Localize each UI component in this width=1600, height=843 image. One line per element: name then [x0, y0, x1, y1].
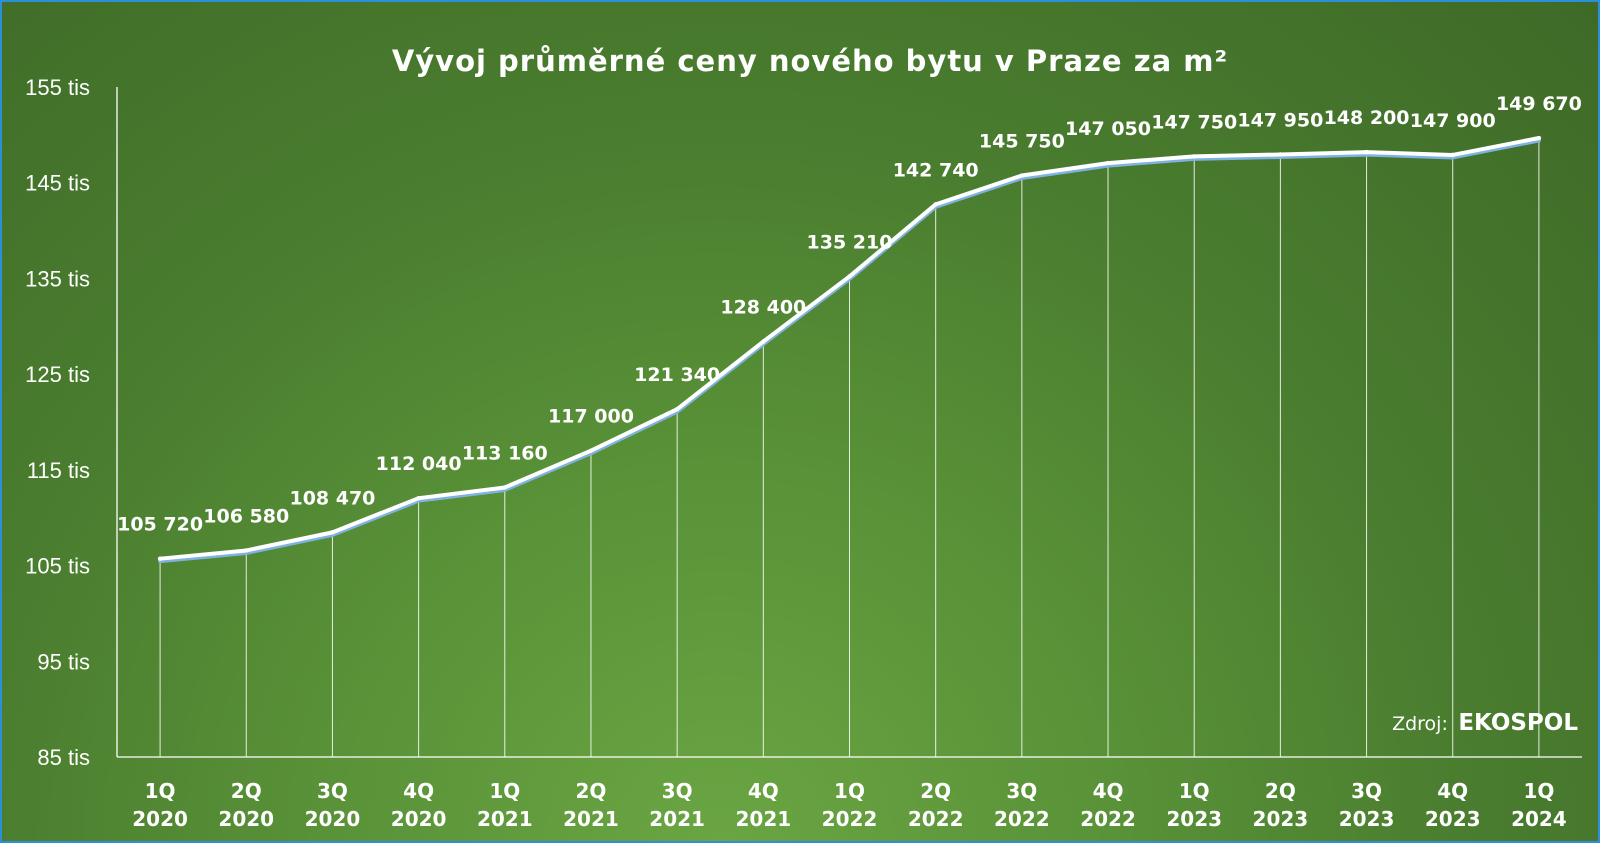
- x-tick-label: 3Q: [317, 779, 348, 803]
- data-point: [588, 448, 594, 453]
- data-point: [416, 495, 421, 501]
- data-point: [933, 202, 938, 207]
- data-label: 148 200: [1324, 107, 1410, 129]
- source-note: Zdroj: EKOSPOL: [1392, 710, 1578, 736]
- x-tick-label-year: 2023: [1339, 807, 1395, 831]
- x-tick-label: 3Q: [662, 779, 693, 803]
- y-tick-label: 105 tis: [25, 554, 90, 579]
- data-point: [1278, 152, 1283, 157]
- data-point: [1019, 173, 1025, 178]
- x-tick-label-year: 2021: [563, 807, 619, 831]
- x-tick-label-year: 2021: [477, 807, 533, 831]
- y-tick-label: 125 tis: [25, 362, 90, 387]
- data-point: [1192, 154, 1197, 159]
- x-tick-label: 3Q: [1006, 779, 1037, 803]
- data-point: [330, 530, 335, 535]
- x-tick-label-year: 2023: [1425, 807, 1481, 831]
- axes: [116, 87, 1582, 758]
- data-point: [674, 406, 680, 412]
- x-tick-label: 3Q: [1351, 779, 1382, 803]
- data-label: 147 900: [1410, 110, 1496, 132]
- data-label: 147 750: [1151, 111, 1237, 133]
- y-tick-label: 95 tis: [37, 649, 90, 674]
- data-label: 108 470: [289, 487, 375, 509]
- x-tick-label-year: 2021: [649, 807, 705, 831]
- y-tick-label: 145 tis: [25, 171, 90, 196]
- data-label: 117 000: [548, 406, 634, 428]
- x-tick-label: 4Q: [1437, 779, 1468, 803]
- source-prefix: Zdroj:: [1392, 713, 1448, 735]
- data-point: [502, 485, 507, 490]
- x-tick-label: 1Q: [1179, 779, 1210, 803]
- x-tick-label: 4Q: [748, 779, 779, 803]
- data-label: 121 340: [634, 364, 720, 386]
- x-tick-label-year: 2024: [1511, 807, 1567, 831]
- source-name: EKOSPOL: [1458, 710, 1578, 736]
- data-label: 135 210: [807, 231, 893, 253]
- y-tick-label: 85 tis: [37, 745, 90, 770]
- x-tick-label-year: 2023: [1253, 807, 1309, 831]
- x-tick-label-year: 2021: [735, 807, 791, 831]
- data-label: 106 580: [203, 505, 289, 527]
- y-tick-label: 135 tis: [25, 266, 90, 291]
- drop-lines: [159, 138, 1540, 757]
- x-tick-label: 2Q: [1265, 779, 1296, 803]
- data-label: 128 400: [720, 297, 806, 319]
- y-axis-ticks: 85 tis 95 tis 105 tis 115 tis 125 tis 135 tis…: [25, 75, 90, 770]
- x-tick-label-year: 2023: [1166, 807, 1222, 831]
- data-point: [157, 556, 163, 561]
- data-label: 145 750: [979, 131, 1065, 153]
- x-tick-label: 1Q: [1523, 779, 1554, 803]
- data-label: 142 740: [893, 159, 979, 181]
- x-tick-label-year: 2020: [132, 807, 188, 831]
- series-line-group: [157, 135, 1542, 564]
- x-tick-label: 4Q: [403, 779, 434, 803]
- data-label: 113 160: [462, 442, 548, 464]
- x-tick-label-year: 2020: [391, 807, 447, 831]
- x-tick-label-year: 2022: [994, 807, 1050, 831]
- data-point: [1105, 160, 1111, 166]
- x-tick-label-year: 2020: [218, 807, 274, 831]
- data-label: 149 670: [1496, 93, 1582, 115]
- x-tick-label-year: 2022: [822, 807, 878, 831]
- data-point: [1364, 149, 1369, 155]
- data-point: [244, 548, 249, 553]
- chart-title: Vývoj průměrné ceny nového bytu v Praze …: [392, 44, 1228, 78]
- x-tick-label-year: 2022: [908, 807, 964, 831]
- x-tick-label-year: 2022: [1080, 807, 1136, 831]
- data-label: 105 720: [117, 514, 203, 536]
- x-tick-label: 1Q: [834, 779, 865, 803]
- x-tick-label: 4Q: [1093, 779, 1124, 803]
- data-point: [847, 274, 852, 279]
- x-axis-ticks: 1Q 2020 2Q 2020 3Q 2020 4Q 2020 1Q 2021 2Q 2021 3Q 20…: [132, 779, 1566, 831]
- x-tick-label: 2Q: [576, 779, 607, 803]
- data-point: [1536, 135, 1542, 141]
- y-tick-label: 115 tis: [27, 458, 90, 483]
- data-point: [1450, 152, 1455, 158]
- x-tick-label: 1Q: [145, 779, 176, 803]
- data-label: 147 950: [1237, 109, 1323, 131]
- x-tick-label: 1Q: [489, 779, 520, 803]
- data-label: 147 050: [1065, 118, 1151, 140]
- x-tick-label-year: 2020: [305, 807, 361, 831]
- data-label: 112 040: [376, 453, 462, 475]
- data-point: [761, 339, 766, 344]
- x-tick-label: 2Q: [231, 779, 262, 803]
- y-tick-label: 155 tis: [25, 75, 90, 100]
- x-tick-label: 2Q: [920, 779, 951, 803]
